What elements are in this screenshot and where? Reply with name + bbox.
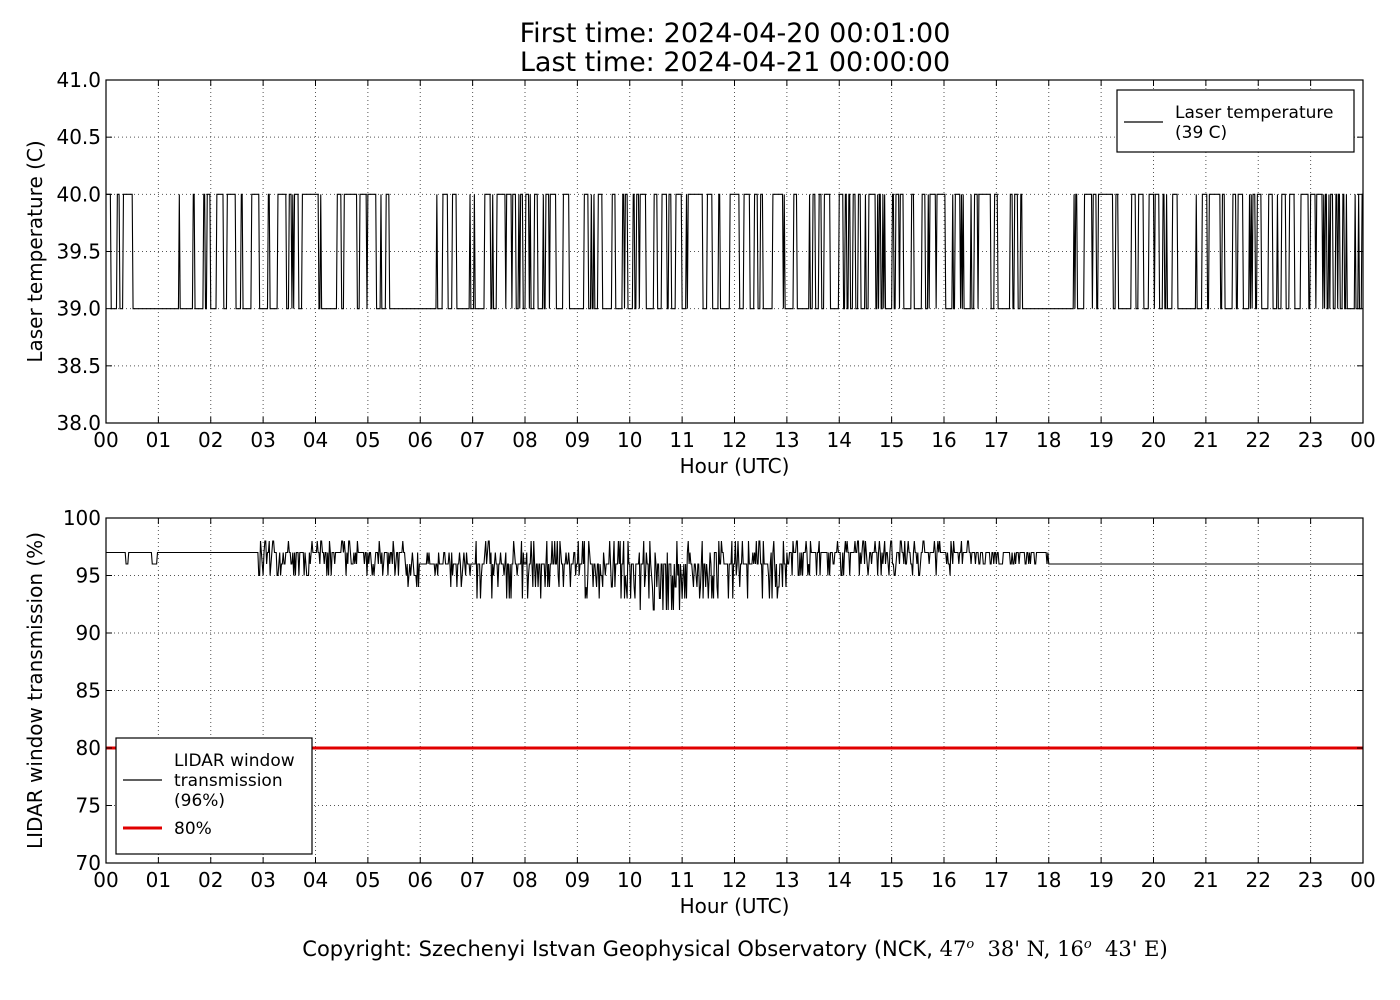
x-tick-label: 18 — [1036, 868, 1061, 892]
legend-label: 80% — [174, 819, 212, 839]
x-tick-label: 14 — [827, 428, 852, 452]
legend-label: (96%) — [174, 791, 225, 811]
longitude-degrees: 16 — [1057, 937, 1084, 961]
y-tick-label: 38.5 — [56, 354, 101, 378]
latitude-degree-symbol: o — [966, 937, 975, 952]
x-tick-label: 04 — [303, 868, 328, 892]
x-tick-label: 10 — [617, 428, 642, 452]
y-tick-label: 39.5 — [56, 240, 101, 264]
x-tick-label: 06 — [408, 428, 433, 452]
x-tick-label: 00 — [93, 428, 118, 452]
x-tick-label: 07 — [460, 868, 485, 892]
y-tick-label: 40.0 — [56, 182, 101, 206]
x-tick-label: 09 — [565, 868, 590, 892]
x-tick-label: 20 — [1141, 428, 1166, 452]
y-tick-label: 85 — [76, 679, 101, 703]
x-tick-label: 22 — [1246, 428, 1271, 452]
legend-box — [115, 737, 313, 855]
legend-label: transmission — [174, 771, 283, 791]
x-tick-label: 14 — [827, 868, 852, 892]
x-axis-label: Hour (UTC) — [680, 454, 790, 478]
laser-temperature-line — [106, 193, 1363, 310]
legend-label: Laser temperature — [1175, 103, 1333, 123]
y-axis-label: Laser temperature (C) — [23, 140, 47, 362]
copyright-prefix: Copyright: Szechenyi Istvan Geophysical … — [302, 937, 933, 961]
y-tick-label: 39.0 — [56, 297, 101, 321]
legend-box — [1116, 89, 1355, 153]
x-tick-label: 15 — [879, 868, 904, 892]
y-axis-label: LIDAR window transmission (%) — [23, 532, 47, 849]
chart-title-first-time: First time: 2024-04-20 00:01:00 — [519, 18, 951, 49]
chart-title-last-time: Last time: 2024-04-21 00:00:00 — [519, 47, 951, 78]
x-tick-label: 08 — [512, 868, 537, 892]
x-tick-label: 03 — [250, 868, 275, 892]
x-tick-label: 00 — [1350, 428, 1375, 452]
x-tick-label: 13 — [774, 428, 799, 452]
y-tick-label: 75 — [76, 794, 101, 818]
y-tick-label: 70 — [76, 851, 101, 875]
legend-label: LIDAR window — [174, 751, 295, 771]
y-tick-label: 38.0 — [56, 411, 101, 435]
x-tick-label: 16 — [931, 868, 956, 892]
x-tick-label: 15 — [879, 428, 904, 452]
latitude-degrees: 47 — [939, 937, 967, 961]
longitude-degree-symbol: o — [1083, 937, 1092, 952]
x-tick-label: 08 — [512, 428, 537, 452]
x-tick-label: 21 — [1193, 868, 1218, 892]
x-tick-label: 00 — [1350, 868, 1375, 892]
y-tick-label: 41.0 — [56, 68, 101, 92]
x-tick-label: 13 — [774, 868, 799, 892]
x-tick-label: 16 — [931, 428, 956, 452]
x-tick-label: 12 — [722, 428, 747, 452]
lidar-transmission-panel: 00 01 02 03 04 05 06 07 08 09 10 11 12 13 14 15 16 17 18 19… — [23, 506, 1376, 918]
x-tick-label: 20 — [1141, 868, 1166, 892]
x-tick-label: 23 — [1298, 868, 1323, 892]
latitude-minutes: 38' N, — [987, 937, 1051, 961]
x-tick-label: 11 — [669, 868, 694, 892]
x-tick-label: 01 — [146, 428, 171, 452]
y-tick-label: 90 — [76, 621, 101, 645]
x-tick-label: 19 — [1088, 428, 1113, 452]
x-tick-label: 02 — [198, 428, 223, 452]
x-tick-label: 03 — [250, 428, 275, 452]
x-tick-label: 04 — [303, 428, 328, 452]
laser-temperature-panel: 00 01 02 03 04 05 06 07 08 09 10 11 12 13 14 15 16 17 18 19… — [23, 68, 1376, 478]
x-tick-label: 11 — [669, 428, 694, 452]
x-tick-label: 18 — [1036, 428, 1061, 452]
longitude-minutes: 43' E) — [1105, 937, 1168, 961]
x-tick-label: 06 — [408, 868, 433, 892]
x-tick-label: 12 — [722, 868, 747, 892]
y-tick-label: 80 — [76, 736, 101, 760]
x-axis-label: Hour (UTC) — [680, 894, 790, 918]
legend-label: (39 C) — [1175, 123, 1227, 143]
x-tick-label: 17 — [984, 428, 1009, 452]
x-tick-label: 01 — [146, 868, 171, 892]
transmission-line — [106, 540, 1363, 611]
x-tick-label: 00 — [93, 868, 118, 892]
legend: Laser temperature(39 C) — [1116, 89, 1355, 153]
y-tick-label: 40.5 — [56, 125, 101, 149]
x-tick-label: 17 — [984, 868, 1009, 892]
x-tick-label: 02 — [198, 868, 223, 892]
x-tick-label: 21 — [1193, 428, 1218, 452]
y-tick-label: 95 — [76, 564, 101, 588]
x-tick-label: 07 — [460, 428, 485, 452]
copyright-footer: Copyright: Szechenyi Istvan Geophysical … — [0, 937, 1400, 961]
x-tick-label: 19 — [1088, 868, 1113, 892]
x-tick-label: 23 — [1298, 428, 1323, 452]
x-tick-label: 05 — [355, 428, 380, 452]
x-tick-label: 05 — [355, 868, 380, 892]
x-tick-label: 10 — [617, 868, 642, 892]
x-tick-label: 22 — [1246, 868, 1271, 892]
y-tick-label: 100 — [63, 506, 101, 530]
x-tick-label: 09 — [565, 428, 590, 452]
